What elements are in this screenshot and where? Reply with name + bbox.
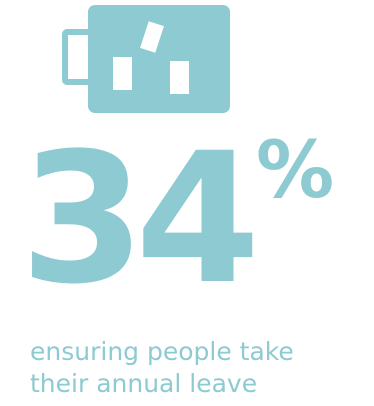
statistic: 34 % [20, 130, 360, 310]
stat-number: 34 [20, 115, 260, 324]
percent-sign: % [256, 126, 335, 216]
tea-mug-icon [62, 5, 230, 115]
stat-caption: ensuring people take their annual leave [30, 337, 294, 398]
